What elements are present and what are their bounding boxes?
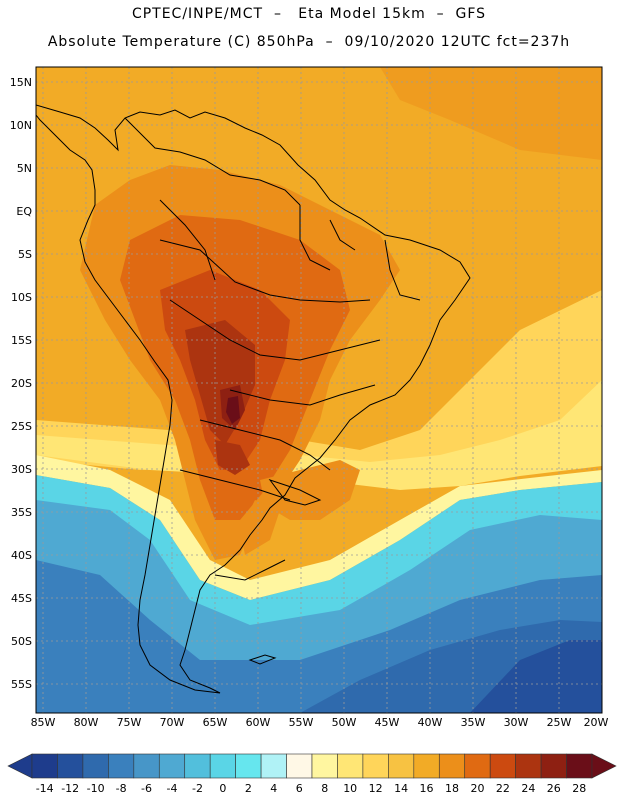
lat-label: 10N	[10, 119, 32, 132]
colorbar-swatch	[158, 753, 186, 779]
lon-label: 25W	[547, 716, 572, 729]
colorbar-swatch	[311, 753, 338, 779]
lat-label: 20S	[11, 377, 32, 390]
colorbar-label: -4	[167, 782, 178, 795]
lon-label: 60W	[246, 716, 271, 729]
temperature-field	[36, 67, 602, 713]
lon-label: 40W	[418, 716, 443, 729]
colorbar-label: 8	[321, 782, 328, 795]
colorbar-swatch	[388, 753, 415, 779]
lat-label: 45S	[11, 592, 32, 605]
colorbar-label: 12	[369, 782, 383, 795]
colorbar-swatch	[362, 753, 389, 779]
lon-label: 65W	[203, 716, 228, 729]
colorbar-swatch	[489, 753, 516, 779]
colorbar-swatch	[57, 753, 84, 779]
colorbar-arrow-high	[591, 753, 617, 779]
colorbar-label: 26	[547, 782, 561, 795]
colorbar-label: 24	[521, 782, 535, 795]
colorbar-label: 20	[471, 782, 485, 795]
lon-label: 70W	[160, 716, 185, 729]
colorbar-swatch	[31, 753, 58, 779]
colorbar-swatch	[413, 753, 440, 779]
colorbar-swatch	[540, 753, 567, 779]
lon-label: 55W	[289, 716, 314, 729]
lat-label: EQ	[16, 205, 32, 218]
colorbar-label: 28	[572, 782, 586, 795]
colorbar-label: -12	[61, 782, 79, 795]
longitude-labels: 85W 80W 75W 70W 65W 60W 55W 50W 45W 40W …	[31, 716, 609, 729]
colorbar-swatch	[566, 753, 593, 779]
colorbar-label: 10	[343, 782, 357, 795]
colorbar-swatch	[184, 753, 211, 779]
title-line-1: CPTEC/INPE/MCT – Eta Model 15km – GFS	[131, 6, 487, 22]
lat-label: 15N	[10, 76, 32, 89]
colorbar-swatch	[133, 753, 160, 779]
lon-label: 80W	[74, 716, 99, 729]
colorbar-label: 16	[420, 782, 434, 795]
colorbar: -14 -12 -10 -8 -6 -4 -2 0 2 4 6 8 10 12 14 16 18 20 22 24 26…	[7, 753, 617, 795]
colorbar-swatch	[438, 753, 466, 779]
colorbar-swatch	[209, 753, 236, 779]
colorbar-label: 4	[270, 782, 277, 795]
colorbar-label: 22	[496, 782, 510, 795]
colorbar-swatch	[260, 753, 287, 779]
latitude-labels: 15N 10N 5N EQ 5S 10S 15S 20S 25S 30S 35S…	[10, 76, 33, 691]
lon-label: 35W	[461, 716, 486, 729]
colorbar-label: 2	[245, 782, 252, 795]
colorbar-arrow-low	[7, 753, 33, 779]
lat-label: 35S	[11, 506, 32, 519]
colorbar-label: -14	[36, 782, 54, 795]
lat-label: 55S	[11, 678, 32, 691]
colorbar-swatch	[286, 753, 313, 779]
lat-label: 25S	[11, 420, 32, 433]
title-line-2: Absolute Temperature (C) 850hPa – 09/10/…	[47, 34, 571, 50]
colorbar-label: 6	[296, 782, 303, 795]
lon-label: 45W	[375, 716, 400, 729]
colorbar-swatch	[235, 753, 262, 779]
lat-label: 40S	[11, 549, 32, 562]
lon-label: 50W	[332, 716, 357, 729]
colorbar-swatch	[464, 753, 491, 779]
lat-label: 30S	[11, 463, 32, 476]
colorbar-label: 14	[394, 782, 408, 795]
colorbar-swatch	[337, 753, 364, 779]
lon-label: 75W	[117, 716, 142, 729]
colorbar-swatch	[82, 753, 109, 779]
colorbar-label: -10	[87, 782, 105, 795]
map-frame	[35, 66, 603, 714]
lat-label: 15S	[11, 334, 32, 347]
colorbar-label: 0	[219, 782, 226, 795]
lat-label: 5S	[18, 248, 32, 261]
colorbar-label: -8	[116, 782, 127, 795]
colorbar-swatch	[108, 753, 135, 779]
lon-label: 20W	[584, 716, 609, 729]
lat-label: 5N	[17, 162, 32, 175]
lon-label: 85W	[31, 716, 56, 729]
lat-label: 10S	[11, 291, 32, 304]
colorbar-swatch	[515, 753, 542, 779]
lat-label: 50S	[11, 635, 32, 648]
lon-label: 30W	[504, 716, 529, 729]
coastlines	[36, 104, 471, 694]
colorbar-label: 18	[445, 782, 459, 795]
colorbar-label: -6	[141, 782, 152, 795]
colorbar-label: -2	[192, 782, 203, 795]
graticule	[36, 67, 602, 713]
